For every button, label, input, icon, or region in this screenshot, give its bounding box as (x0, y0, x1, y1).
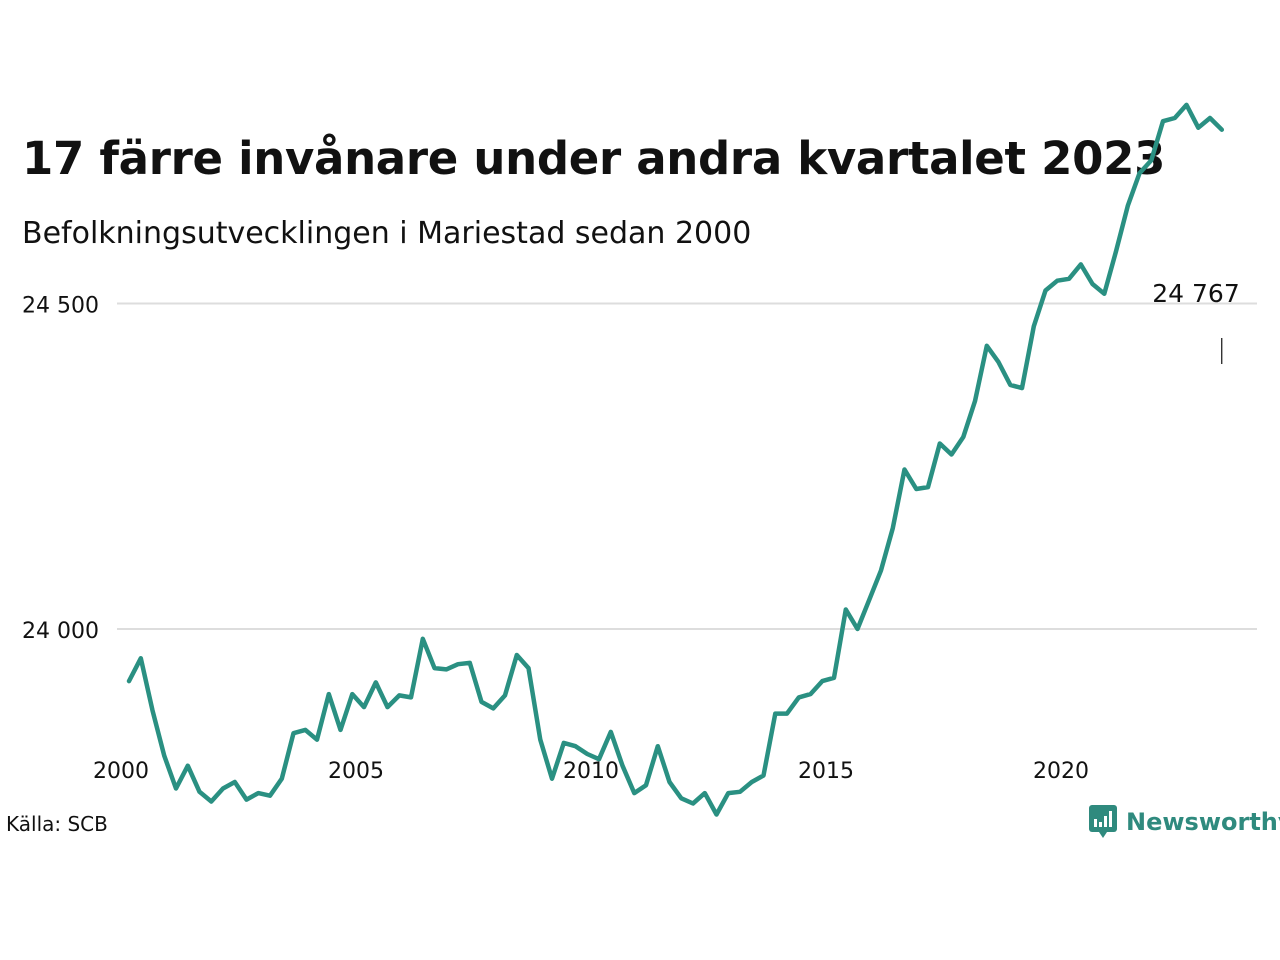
annotations: 24 767 (1152, 279, 1240, 364)
x-tick-label: 2000 (93, 759, 149, 784)
x-tick-label: 2005 (328, 759, 384, 784)
chart-subtitle: Befolkningsutvecklingen i Mariestad seda… (22, 216, 752, 251)
x-axis-tick-labels: 2000 2005 2010 2015 2020 (93, 759, 1089, 784)
series-layer (126, 102, 1225, 817)
x-tick-label: 2020 (1033, 759, 1089, 784)
brand-name: Newsworthy (1126, 808, 1280, 836)
newsworthy-logo-icon (1089, 805, 1117, 838)
series-line (126, 102, 1225, 817)
x-tick-label: 2010 (563, 759, 619, 784)
y-tick-label: 24 000 (22, 619, 99, 644)
x-tick-label: 2015 (798, 759, 854, 784)
brand-logo[interactable]: Newsworthy (1088, 804, 1280, 840)
gridlines (117, 302, 1257, 630)
y-tick-label: 24 500 (22, 294, 99, 319)
chart-title: 17 färre invånare under andra kvartalet … (22, 132, 1166, 185)
source-note: Källa: SCB (6, 812, 108, 836)
annotation-label: 24 767 (1152, 279, 1239, 308)
